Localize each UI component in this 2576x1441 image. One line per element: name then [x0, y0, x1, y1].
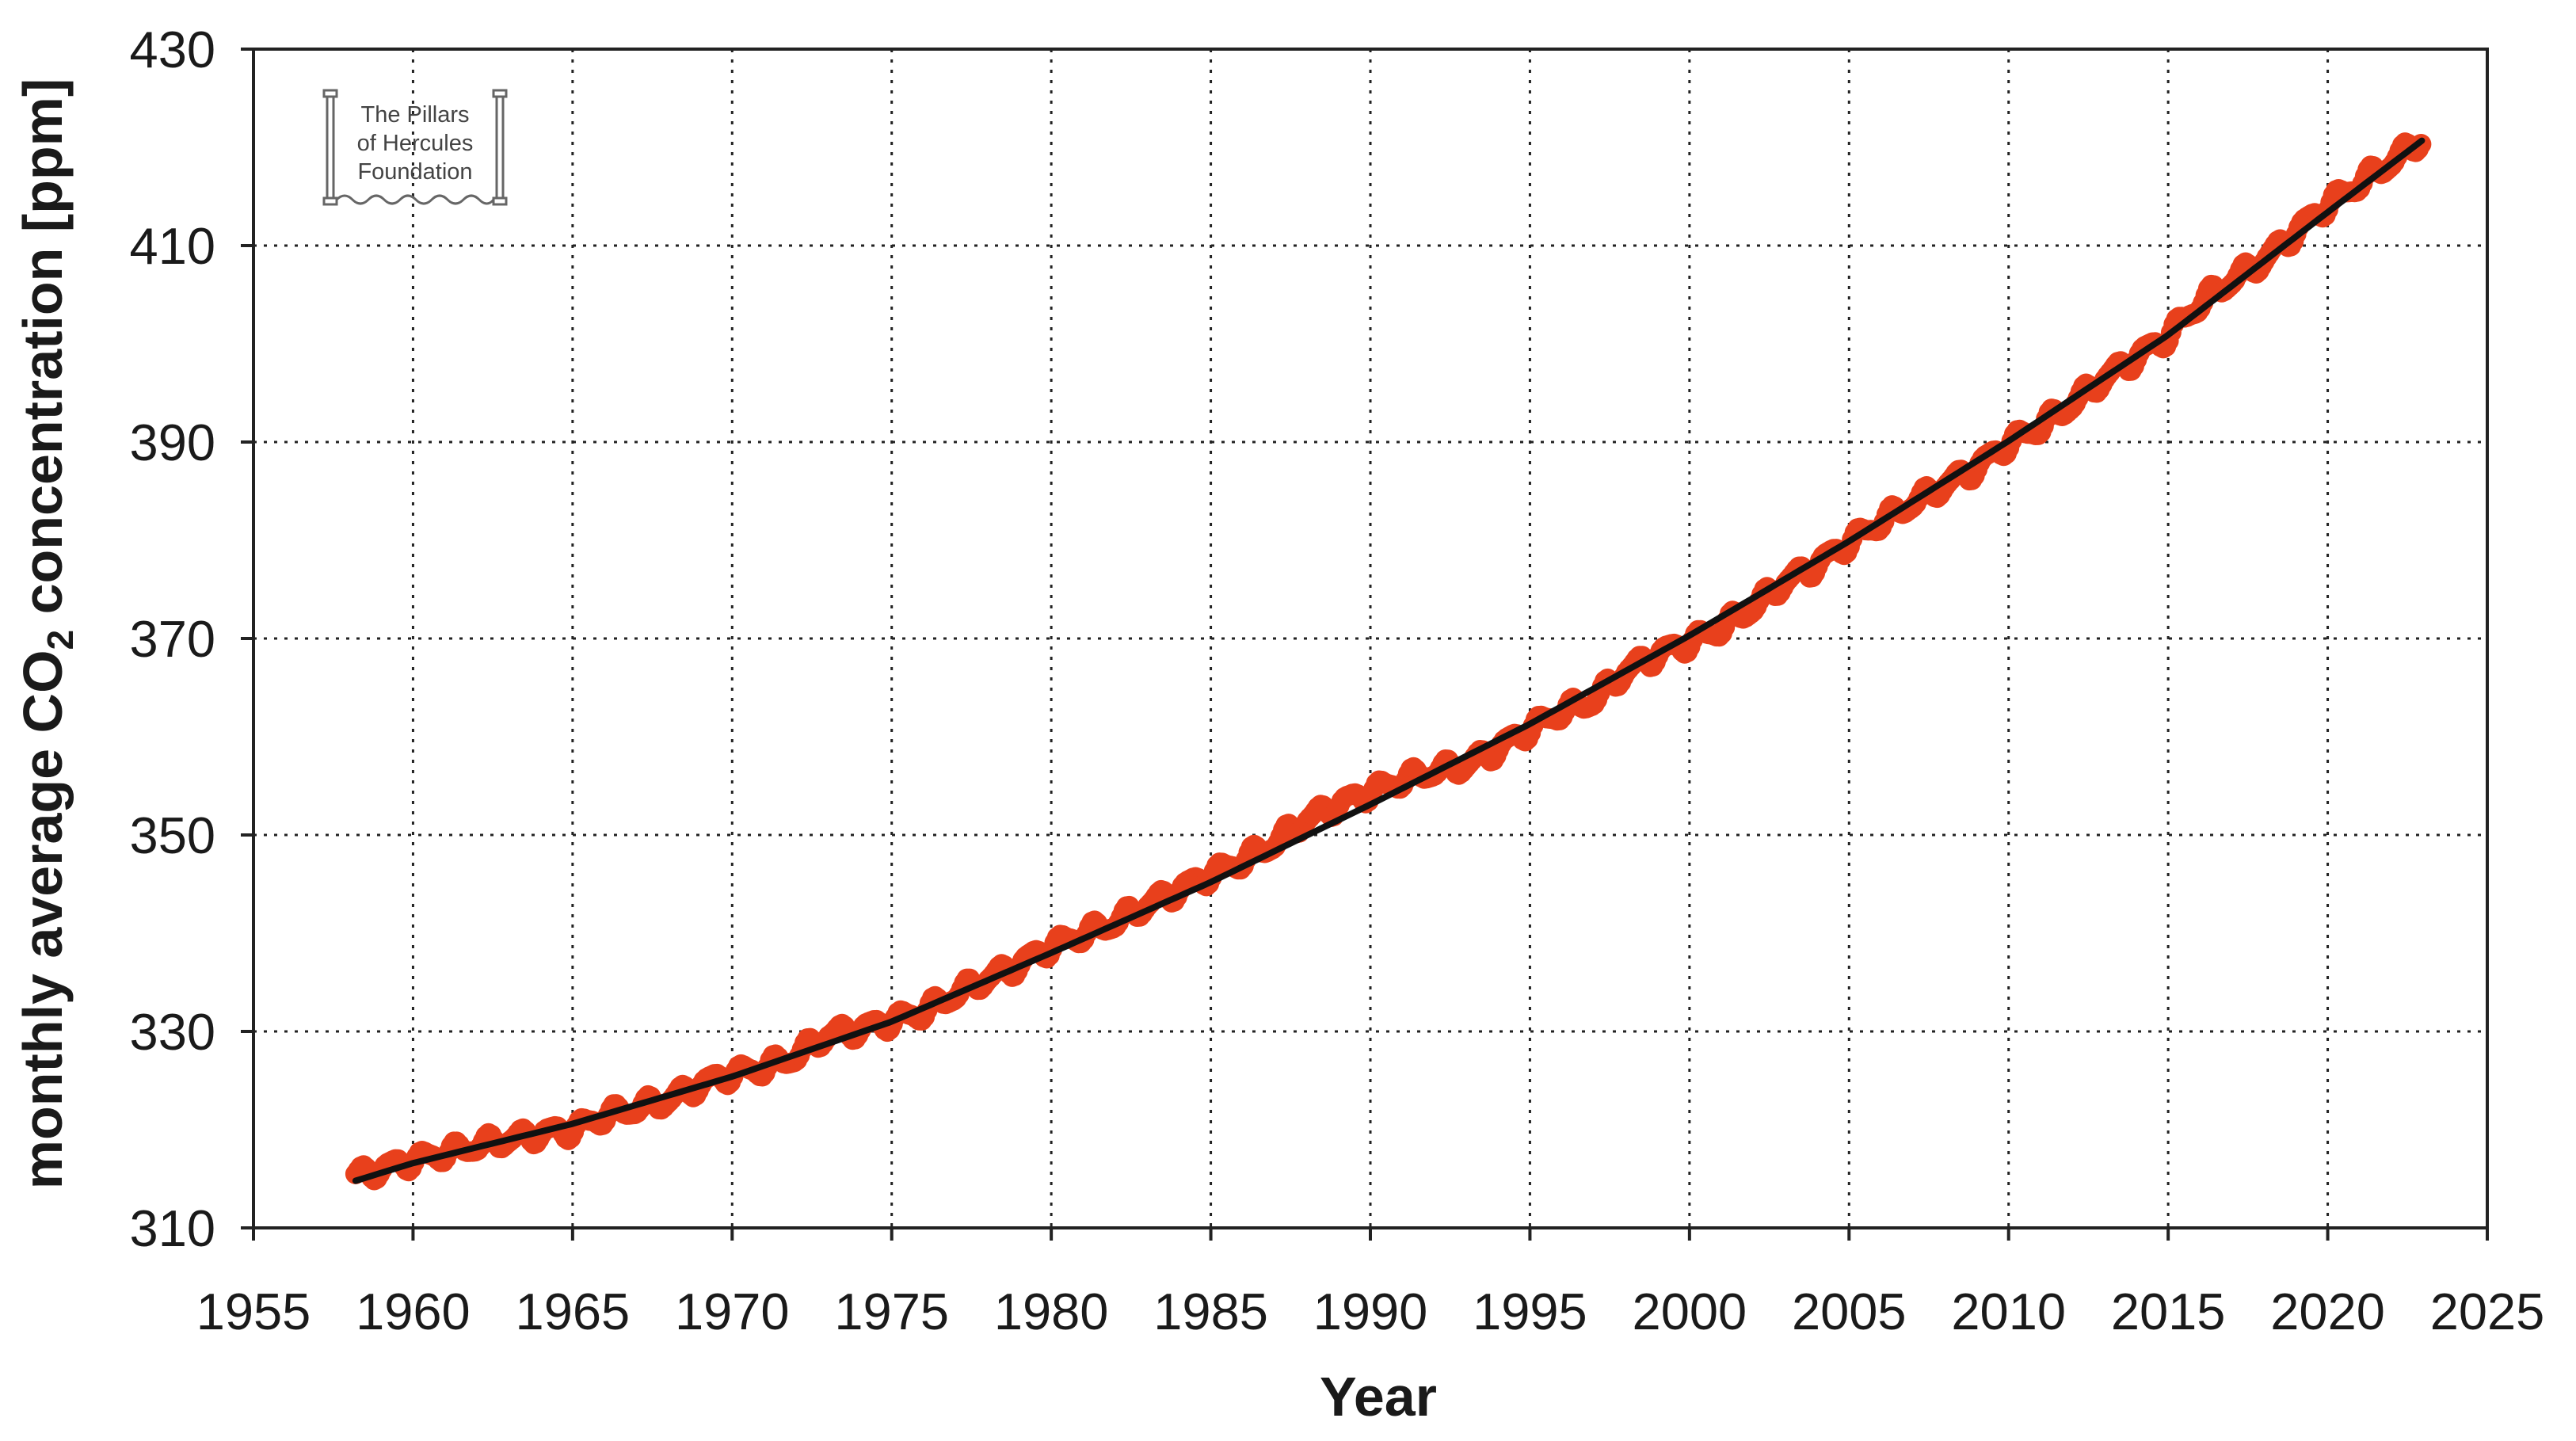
y-axis-title-suffix: concentration [ppm]: [12, 78, 74, 630]
y-tick-label-330: 330: [130, 1003, 215, 1061]
data-series: [345, 132, 2432, 1191]
x-tick-label-2005: 2005: [1792, 1283, 1907, 1340]
x-tick-label-1970: 1970: [675, 1283, 790, 1340]
trend-line: [352, 137, 2425, 1184]
x-tick-label-2000: 2000: [1633, 1283, 1747, 1340]
y-tick-label-310: 310: [130, 1199, 215, 1257]
y-axis-title-subscript: 2: [40, 630, 81, 650]
x-tick-label-2010: 2010: [1951, 1283, 2066, 1340]
grid-lines: [253, 49, 2487, 1228]
y-tick-label-390: 390: [130, 414, 215, 471]
y-axis-title-prefix: monthly average CO: [12, 650, 74, 1189]
x-tick-label-2025: 2025: [2430, 1283, 2545, 1340]
x-tick-label-1985: 1985: [1153, 1283, 1268, 1340]
plot-frame: [241, 48, 2489, 1241]
y-axis-title: monthly average CO2 concentration [ppm]: [12, 78, 81, 1189]
x-tick-label-1965: 1965: [516, 1283, 631, 1340]
logo-line-1: The Pillars: [361, 102, 470, 128]
y-tick-label-410: 410: [130, 217, 215, 275]
x-tick-label-2015: 2015: [2111, 1283, 2226, 1340]
pillars-of-hercules-logo: The Pillars of Hercules Foundation: [322, 89, 508, 206]
x-tick-label-1995: 1995: [1473, 1283, 1587, 1340]
logo-line-3: Foundation: [357, 159, 472, 185]
logo-line-2: of Hercules: [357, 131, 474, 156]
y-tick-label-430: 430: [130, 21, 215, 78]
tick-labels: 1955 1960 1965 1970 1975 1980 1985 1990 1995 2000…: [130, 21, 2545, 1340]
waves-icon: [335, 194, 495, 205]
x-tick-label-1975: 1975: [834, 1283, 949, 1340]
right-pillar-icon: [492, 89, 508, 206]
x-tick-label-1990: 1990: [1313, 1283, 1428, 1340]
x-tick-label-1980: 1980: [994, 1283, 1109, 1340]
y-tick-label-370: 370: [130, 610, 215, 668]
x-tick-label-2020: 2020: [2270, 1283, 2385, 1340]
x-axis-title: Year: [1320, 1366, 1437, 1428]
x-tick-label-1955: 1955: [196, 1283, 311, 1340]
y-tick-label-350: 350: [130, 806, 215, 864]
left-pillar-icon: [322, 89, 338, 206]
x-tick-label-1960: 1960: [356, 1283, 471, 1340]
